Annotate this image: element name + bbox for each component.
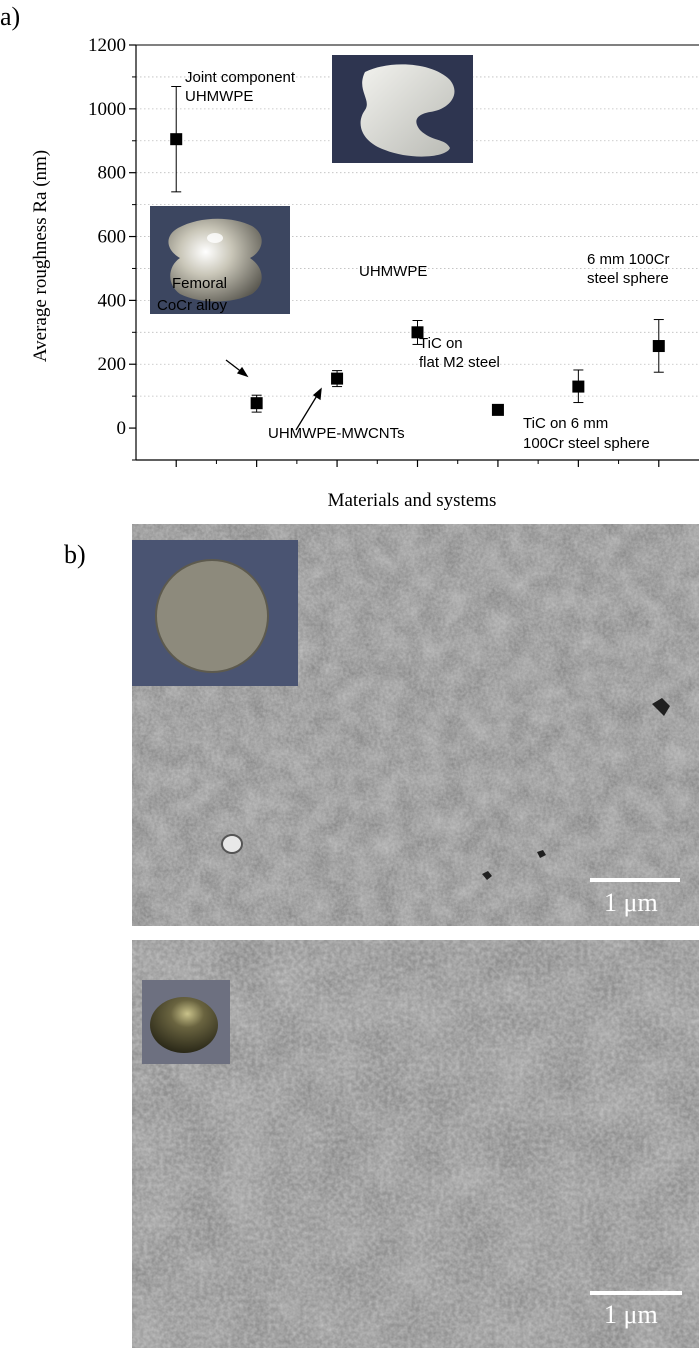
y-tick-label: 200 [98, 354, 127, 375]
annotation-joint-component: Joint component UHMWPE [185, 69, 299, 105]
x-axis-title: Materials and systems [328, 490, 497, 511]
x-ticks [175, 460, 660, 467]
data-point [652, 340, 665, 353]
data-point [411, 326, 424, 339]
data-point [170, 133, 183, 146]
annotations: Joint component UHMWPE Femoral CoCr allo… [157, 69, 674, 452]
annotation-steel-sphere: 6 mm 100Cr steel sphere [587, 251, 674, 287]
data-point [491, 403, 504, 416]
y-ticks: 0 200 400 600 800 1000 1200 [88, 35, 136, 461]
panel-label-a: a) [0, 2, 21, 31]
y-tick-label: 400 [98, 290, 127, 311]
y-tick-label: 600 [98, 227, 127, 248]
scale-label-2: 1 μm [604, 1300, 658, 1329]
y-axis-title: Average roughness Ra (nm) [30, 150, 51, 362]
data-point [331, 372, 344, 385]
data-point [572, 380, 585, 393]
annotation-tic-sphere: TiC on 6 mm 100Cr steel sphere [523, 415, 650, 452]
y-tick-label: 0 [117, 418, 127, 439]
scale-bar-1 [590, 878, 680, 882]
sem-image-flat-steel: 1 μm [132, 524, 699, 926]
scale-bar-2 [590, 1291, 682, 1295]
data-markers [170, 133, 665, 416]
annotation-arrows [225, 359, 322, 431]
annotation-mwcnts: UHMWPE-MWCNTs [268, 425, 405, 442]
steel-sphere-photo [142, 980, 230, 1064]
annotation-uhmwpe: UHMWPE [359, 263, 427, 280]
roughness-chart: 0 200 400 600 800 1000 1200 Joint component UH… [30, 35, 699, 511]
data-point [250, 397, 263, 410]
y-tick-label: 1000 [88, 99, 126, 120]
sem-image-sphere: 1 μm [132, 940, 699, 1348]
femoral-cocr-photo [150, 206, 290, 314]
y-tick-label: 800 [98, 163, 127, 184]
sem-texture-1 [132, 524, 699, 926]
annotation-femoral: Femoral CoCr alloy [157, 275, 231, 314]
y-tick-label: 1200 [88, 35, 126, 56]
panel-label-b: b) [64, 540, 86, 569]
tic-disc-photo [132, 540, 298, 686]
uhmwpe-joint-photo [332, 55, 473, 163]
scale-label-1: 1 μm [604, 888, 658, 917]
disc-icon [155, 559, 269, 673]
sphere-icon [150, 997, 218, 1053]
annotation-tic-flat: TiC on flat M2 steel [419, 335, 500, 371]
